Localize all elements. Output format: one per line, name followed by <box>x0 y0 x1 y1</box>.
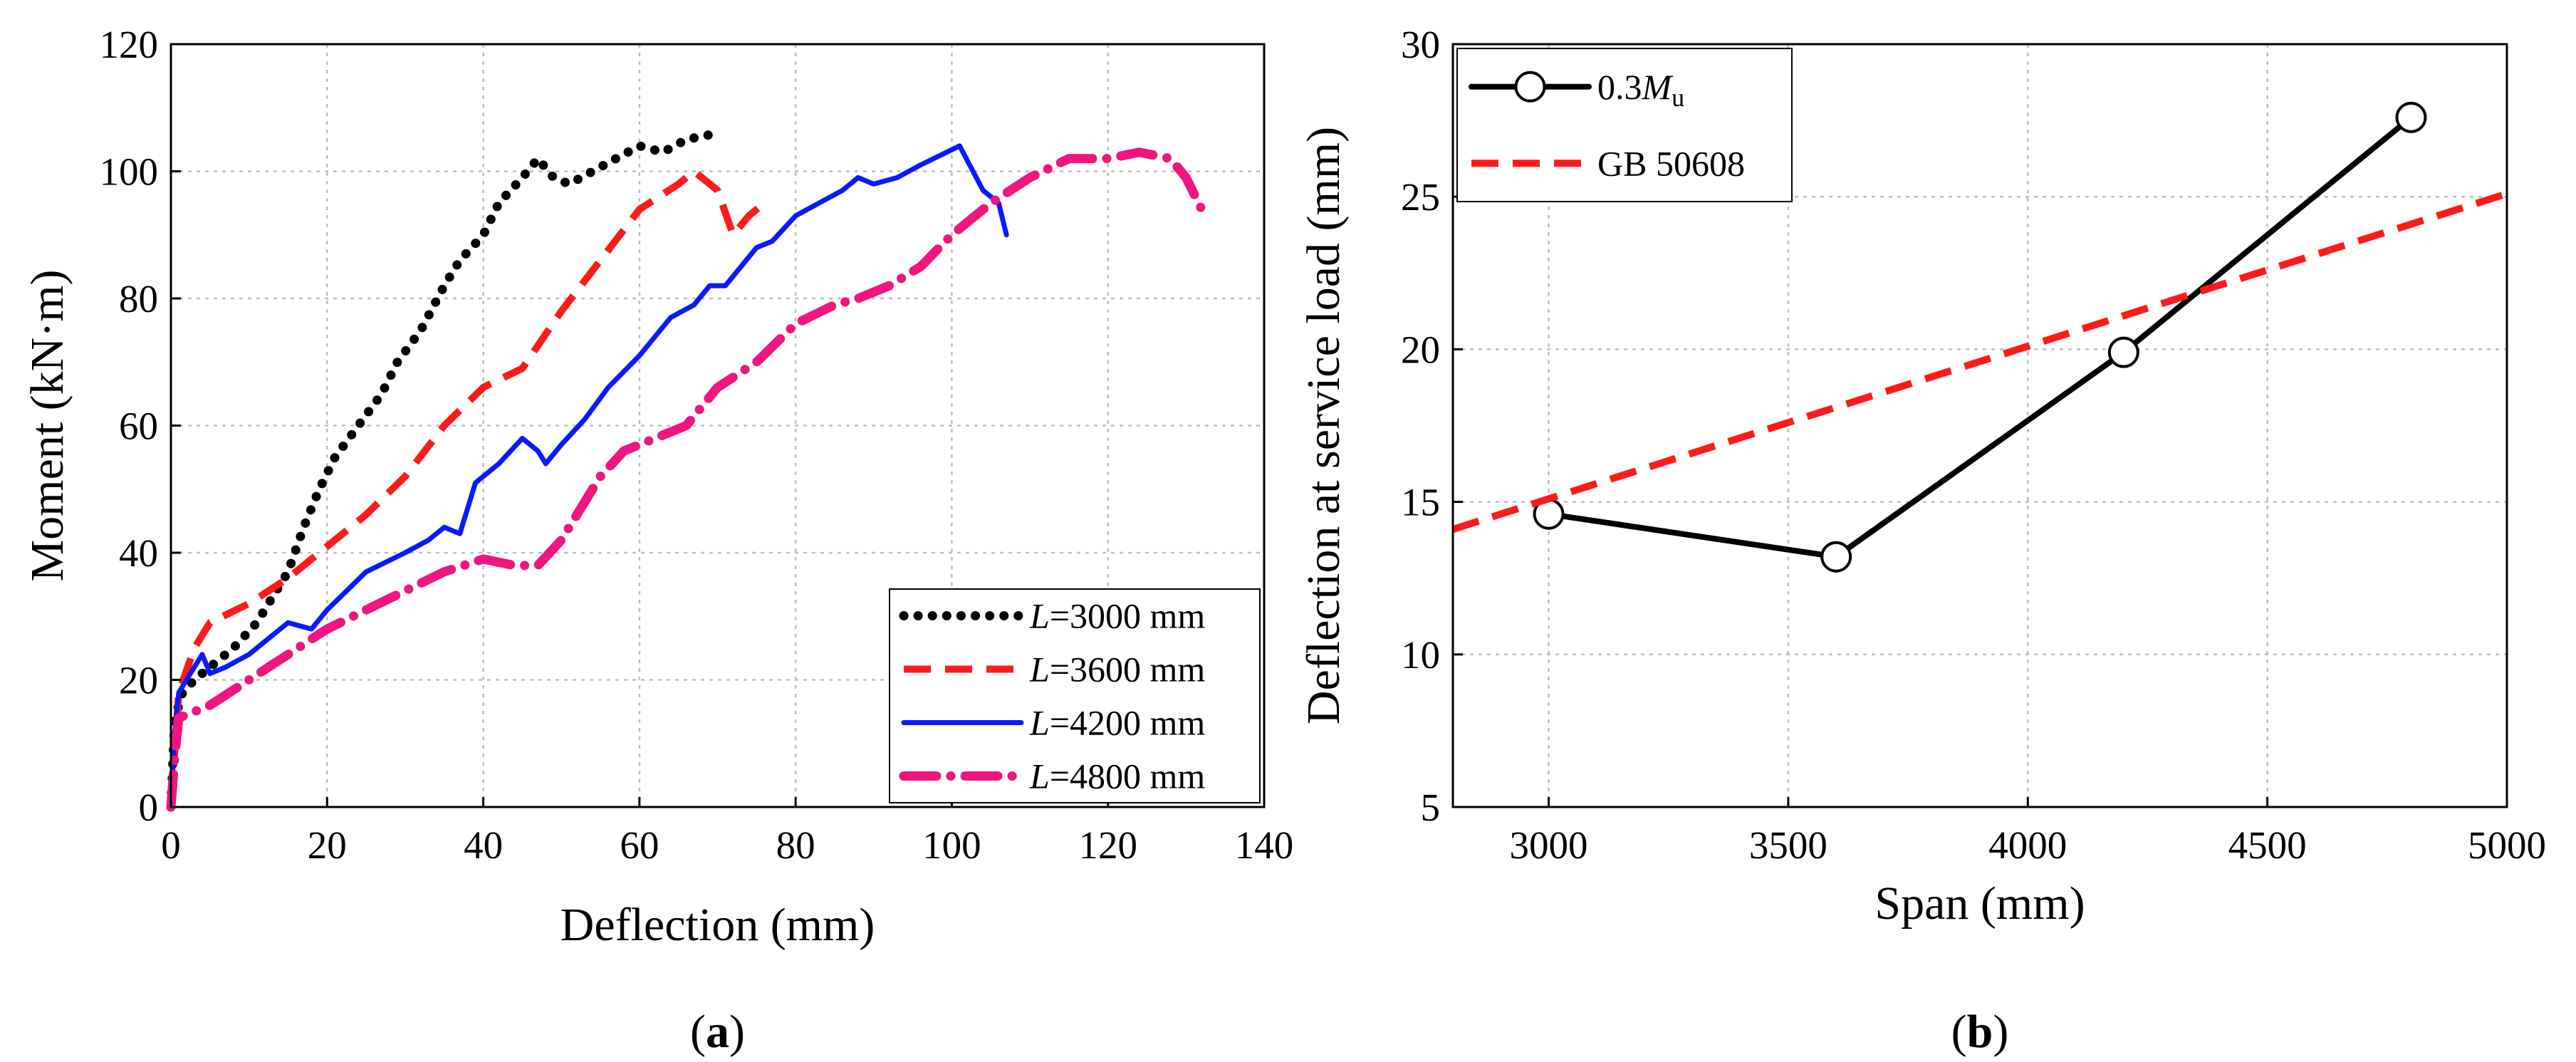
chart-a-panel-label: (a) <box>690 1006 745 1058</box>
chart-a-x-axis-title: Deflection (mm) <box>560 899 875 951</box>
y-tick-label: 20 <box>119 659 158 702</box>
y-tick-label: 10 <box>1401 633 1440 677</box>
x-tick-label: 120 <box>1078 823 1137 867</box>
y-tick-label: 5 <box>1421 786 1441 829</box>
x-tick-label: 40 <box>464 823 503 867</box>
chart-a: 0 20 40 60 80 100 120 140 0 20 40 60 80 100 120 Deflec… <box>21 23 1293 1058</box>
chart-b-frame <box>1451 43 2508 808</box>
chart-a-legend: L=3000 mm L=3600 mm L=4200 mm L=4800 mm <box>889 588 1261 803</box>
x-tick-label: 3500 <box>1749 823 1827 867</box>
chart-a-legend-box <box>889 588 1261 803</box>
legend-label-1: GB 50608 <box>1597 143 1745 183</box>
legend-label-0: L=3000 mm <box>1029 596 1205 636</box>
chart-a-legend-items: L=3000 mm L=3600 mm L=4200 mm L=4800 mm <box>899 596 1205 796</box>
series-line-0 <box>166 128 722 812</box>
data-point-marker <box>2107 336 2139 368</box>
chart-b-panel-label-close: ) <box>1993 1006 2008 1058</box>
series-line-2 <box>168 143 1009 810</box>
legend-marker <box>1514 71 1546 103</box>
chart-b-panel-label-letter: b <box>1967 1006 1993 1058</box>
legend-label-2: L=4200 mm <box>1029 703 1205 743</box>
chart-a-panel-label-letter: a <box>706 1006 729 1058</box>
chart-a-panel-label-open: ( <box>690 1006 706 1058</box>
chart-b-panel-label: (b) <box>1951 1006 2009 1058</box>
y-tick-label: 15 <box>1401 481 1440 524</box>
y-tick-label: 30 <box>1401 23 1440 66</box>
y-tick-label: 120 <box>100 23 159 66</box>
series-line-1 <box>1451 190 2508 533</box>
x-tick-label: 60 <box>620 823 659 867</box>
chart-b-y-axis-title: Deflection at service load (mm) <box>1298 127 1350 724</box>
chart-b-tick-labels: 3000 3500 4000 4500 5000 5 10 15 20 25 30 <box>1401 23 2546 867</box>
legend-label-1: L=3600 mm <box>1029 650 1205 689</box>
x-tick-label: 4000 <box>1988 823 2067 867</box>
y-tick-label: 100 <box>100 150 159 194</box>
chart-b-series <box>1451 101 2508 573</box>
data-point-marker <box>1820 541 1852 573</box>
x-tick-label: 20 <box>308 823 347 867</box>
chart-b-panel-label-open: ( <box>1951 1006 1967 1058</box>
chart-b-grid <box>1453 44 2507 807</box>
series-line-1 <box>167 167 767 808</box>
chart-b-x-axis-title: Span (mm) <box>1874 878 2085 930</box>
data-point-marker <box>2395 101 2427 133</box>
chart-a-y-axis-title: Moment (kN·m) <box>21 269 73 581</box>
chart-b: 3000 3500 4000 4500 5000 5 10 15 20 25 30 Span (mm… <box>1298 23 2546 1058</box>
x-tick-label: 4500 <box>2228 823 2307 867</box>
y-tick-label: 60 <box>119 405 158 448</box>
chart-b-legend-items: 0.3Mu GB 50608 <box>1469 67 1745 183</box>
legend-label-0: 0.3Mu <box>1597 67 1684 112</box>
y-tick-label: 40 <box>119 531 158 575</box>
series-line-3 <box>166 147 1206 812</box>
x-tick-label: 5000 <box>2468 823 2546 867</box>
series-line-0 <box>1545 114 2414 560</box>
y-tick-label: 0 <box>139 786 159 829</box>
chart-b-legend-box <box>1456 48 1793 202</box>
x-tick-label: 80 <box>776 823 815 867</box>
x-tick-label: 140 <box>1235 823 1294 867</box>
x-tick-label: 0 <box>161 823 181 867</box>
legend-label-3: L=4800 mm <box>1029 756 1205 796</box>
chart-a-series <box>166 128 1206 812</box>
y-tick-label: 25 <box>1401 175 1440 219</box>
y-tick-label: 20 <box>1401 328 1440 371</box>
chart-a-panel-label-close: ) <box>729 1006 745 1058</box>
chart-b-legend: 0.3Mu GB 50608 <box>1456 48 1793 202</box>
x-tick-label: 100 <box>922 823 981 867</box>
chart-b-ticks <box>1453 43 2508 808</box>
chart-a-tick-labels: 0 20 40 60 80 100 120 140 0 20 40 60 80 100 120 <box>100 23 1294 867</box>
y-tick-label: 80 <box>119 277 158 321</box>
x-tick-label: 3000 <box>1510 823 1588 867</box>
